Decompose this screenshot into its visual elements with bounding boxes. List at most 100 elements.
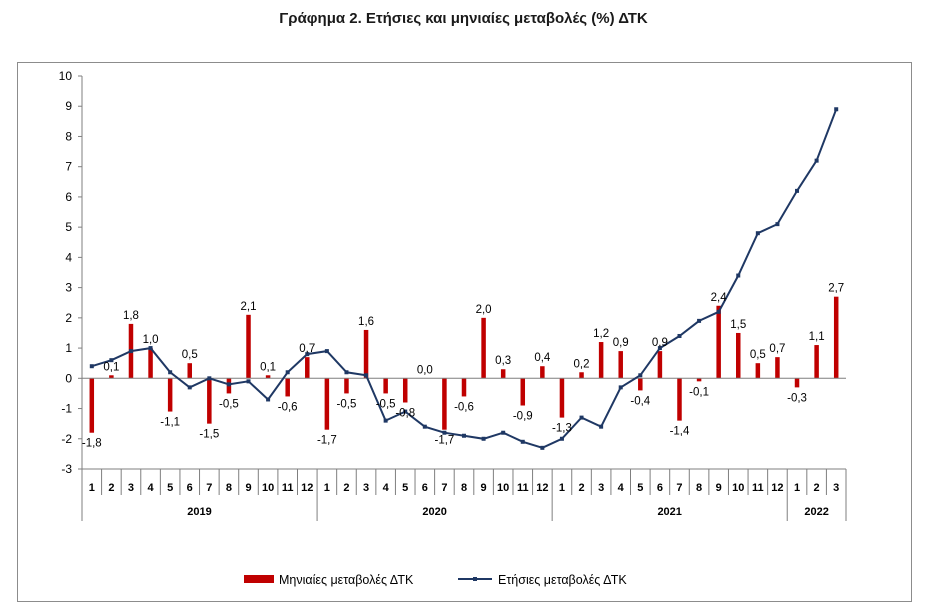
month-label: 12 bbox=[771, 482, 783, 494]
year-label: 2019 bbox=[187, 506, 211, 518]
annual-point bbox=[599, 424, 604, 429]
annual-point bbox=[618, 385, 623, 390]
annual-point bbox=[422, 424, 427, 429]
month-label: 3 bbox=[598, 482, 604, 494]
annual-point bbox=[501, 430, 506, 435]
y-tick-label: 9 bbox=[65, 99, 72, 113]
bar-value-label: -1,7 bbox=[317, 435, 337, 447]
y-tick-label: 1 bbox=[65, 341, 72, 355]
annual-point bbox=[442, 430, 447, 435]
monthly-bar bbox=[461, 378, 467, 397]
bar-value-label: -1,1 bbox=[160, 417, 180, 429]
monthly-bar bbox=[598, 342, 604, 379]
month-label: 1 bbox=[324, 482, 330, 494]
annual-point bbox=[736, 273, 741, 278]
bar-value-label: -1,5 bbox=[199, 429, 219, 441]
annual-point bbox=[403, 409, 408, 414]
monthly-bar bbox=[638, 378, 643, 391]
monthly-bar bbox=[148, 348, 153, 379]
bar-value-label: -0,5 bbox=[376, 398, 396, 410]
bar-value-label: -0,6 bbox=[278, 401, 298, 413]
annual-point bbox=[540, 445, 545, 450]
monthly-bar bbox=[794, 378, 800, 388]
annual-point bbox=[559, 436, 564, 441]
monthly-bar bbox=[755, 363, 761, 379]
bar-value-label: -1,7 bbox=[434, 435, 454, 447]
bar-value-label: 2,0 bbox=[476, 304, 492, 316]
y-tick-label: 0 bbox=[65, 371, 72, 385]
month-label: 6 bbox=[657, 482, 663, 494]
annual-point bbox=[814, 158, 819, 163]
bar-value-label: 0,9 bbox=[652, 337, 668, 349]
month-label: 1 bbox=[89, 482, 95, 494]
month-label: 12 bbox=[536, 482, 548, 494]
annual-point bbox=[834, 107, 839, 112]
bar-value-label: 1,5 bbox=[730, 319, 746, 331]
annual-point bbox=[305, 352, 310, 357]
bar-value-label: 1,8 bbox=[123, 310, 139, 322]
monthly-bar bbox=[285, 378, 290, 397]
bar-value-label: 0,3 bbox=[495, 355, 511, 367]
month-label: 10 bbox=[497, 482, 509, 494]
annual-point bbox=[364, 373, 369, 378]
monthly-bar bbox=[305, 357, 310, 379]
annual-point bbox=[109, 358, 114, 363]
annual-point bbox=[128, 349, 133, 354]
annual-point bbox=[481, 436, 486, 441]
annual-point bbox=[344, 370, 349, 375]
bar-value-label: -0,8 bbox=[395, 407, 415, 419]
month-label: 9 bbox=[481, 482, 487, 494]
annual-point bbox=[89, 364, 94, 369]
month-label: 7 bbox=[676, 482, 682, 494]
annual-line bbox=[89, 107, 839, 450]
month-label: 7 bbox=[441, 482, 447, 494]
bar-value-label: -0,5 bbox=[337, 398, 357, 410]
bar-value-label: 0,5 bbox=[182, 349, 198, 361]
y-tick-label: -3 bbox=[61, 462, 72, 476]
bar-value-label: -0,6 bbox=[454, 401, 474, 413]
month-label: 10 bbox=[732, 482, 744, 494]
month-label: 7 bbox=[206, 482, 212, 494]
y-axis: -3 -2 -1 0 1 2 3 4 5 6 7 8 9 10 bbox=[59, 69, 83, 476]
month-label: 6 bbox=[422, 482, 428, 494]
annual-point bbox=[246, 379, 251, 384]
bar-value-label: -0,3 bbox=[787, 392, 807, 404]
annual-point bbox=[697, 318, 702, 323]
bar-value-label: 0,1 bbox=[103, 361, 119, 373]
monthly-bar bbox=[657, 351, 663, 379]
annual-point bbox=[266, 397, 271, 402]
monthly-bar bbox=[207, 378, 212, 424]
bar-value-label: 0,7 bbox=[299, 343, 315, 355]
annual-point bbox=[638, 373, 643, 378]
bar-value-label: 0,7 bbox=[769, 343, 785, 355]
month-label: 2 bbox=[343, 482, 349, 494]
month-label: 3 bbox=[833, 482, 839, 494]
data-labels: -1,8 0,1 1,8 1,0 -1,1 0,5 -1,5 -0,5 2,1 0,1 -0,6 0,… bbox=[82, 283, 844, 450]
monthly-bar bbox=[579, 372, 584, 379]
month-label: 3 bbox=[128, 482, 134, 494]
year-label: 2021 bbox=[657, 506, 681, 518]
monthly-bar bbox=[481, 317, 486, 379]
monthly-bar bbox=[442, 378, 447, 430]
y-tick-label: 6 bbox=[65, 190, 72, 204]
monthly-bar bbox=[814, 345, 819, 379]
year-label: 2020 bbox=[422, 506, 446, 518]
y-tick-label: -1 bbox=[61, 402, 72, 416]
annual-point bbox=[383, 418, 388, 423]
annual-point bbox=[716, 309, 721, 314]
monthly-bar bbox=[383, 378, 388, 394]
annual-point bbox=[677, 333, 682, 338]
legend-label-monthly: Μηνιαίες μεταβολές ΔΤΚ bbox=[279, 573, 414, 587]
month-label: 6 bbox=[187, 482, 193, 494]
monthly-bar bbox=[540, 366, 545, 379]
monthly-bar bbox=[363, 329, 369, 379]
monthly-bar bbox=[109, 375, 114, 379]
bar-value-label: 2,4 bbox=[711, 292, 728, 304]
annual-point bbox=[579, 415, 584, 420]
monthly-bar bbox=[344, 378, 349, 394]
month-label: 11 bbox=[282, 482, 294, 494]
month-label: 3 bbox=[363, 482, 369, 494]
monthly-bar bbox=[775, 357, 780, 379]
bar-value-label: 2,7 bbox=[828, 283, 844, 295]
